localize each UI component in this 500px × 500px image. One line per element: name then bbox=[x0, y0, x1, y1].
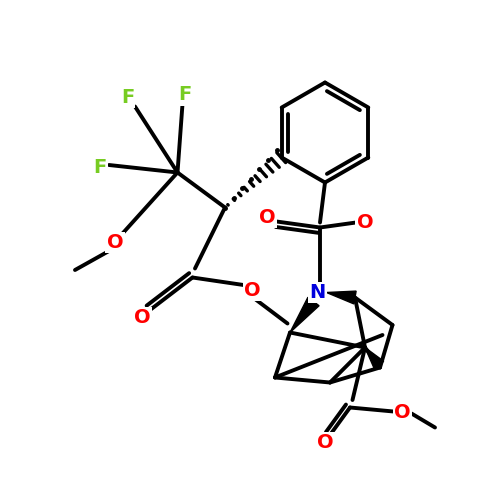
Polygon shape bbox=[290, 298, 319, 332]
Text: N: N bbox=[310, 283, 326, 302]
Text: O: O bbox=[356, 213, 374, 232]
Text: F: F bbox=[121, 88, 134, 107]
Polygon shape bbox=[365, 348, 384, 368]
Text: F: F bbox=[94, 158, 106, 177]
Text: F: F bbox=[178, 86, 192, 104]
Text: O: O bbox=[134, 308, 151, 327]
Text: O: O bbox=[106, 233, 124, 252]
Polygon shape bbox=[326, 291, 356, 304]
Text: O: O bbox=[316, 433, 334, 452]
Text: O: O bbox=[244, 280, 261, 299]
Text: O: O bbox=[259, 208, 276, 227]
Text: O: O bbox=[394, 403, 411, 422]
